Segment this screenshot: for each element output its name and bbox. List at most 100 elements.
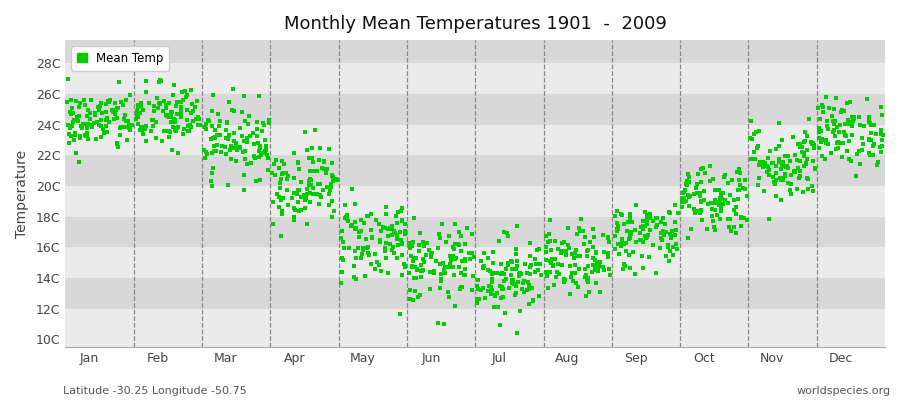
Point <box>610 227 625 234</box>
Point <box>807 165 822 172</box>
Point <box>144 128 158 134</box>
Point <box>756 164 770 171</box>
Point <box>510 330 525 336</box>
Point <box>94 117 108 124</box>
Point <box>225 107 239 113</box>
Point <box>798 161 813 168</box>
Point <box>627 270 642 277</box>
Point <box>804 138 818 145</box>
Point <box>118 112 132 118</box>
Point <box>462 250 476 256</box>
Point <box>347 263 362 269</box>
Point <box>390 236 404 242</box>
Point <box>65 123 79 130</box>
Point <box>843 98 858 105</box>
Point <box>861 150 876 156</box>
Point <box>407 215 421 221</box>
Point <box>476 262 491 269</box>
Point <box>448 256 463 262</box>
Point <box>769 193 783 199</box>
Point <box>657 232 671 238</box>
Point <box>272 204 286 210</box>
Point <box>756 160 770 166</box>
Point <box>799 160 814 167</box>
Point <box>164 114 178 120</box>
Point <box>287 216 302 223</box>
Point <box>619 248 634 254</box>
Point <box>253 145 267 152</box>
Point <box>511 273 526 280</box>
Point <box>76 120 90 127</box>
Point <box>378 225 392 231</box>
Point <box>447 246 462 252</box>
Point <box>694 207 708 214</box>
Point <box>580 277 594 283</box>
Point <box>762 216 777 223</box>
Point <box>360 245 374 252</box>
Point <box>614 243 628 250</box>
Point <box>618 263 633 269</box>
Point <box>508 251 523 258</box>
Point <box>137 124 151 130</box>
Point <box>676 190 690 196</box>
Point <box>392 311 407 318</box>
Point <box>99 108 113 115</box>
Point <box>60 98 75 105</box>
Point <box>418 258 432 265</box>
Point <box>329 177 344 184</box>
Point <box>171 99 185 106</box>
Point <box>492 282 507 289</box>
Point <box>766 159 780 166</box>
Point <box>103 97 117 103</box>
Point <box>827 121 842 128</box>
Point <box>295 194 310 200</box>
Point <box>732 187 746 193</box>
Point <box>405 263 419 270</box>
Point <box>365 235 380 241</box>
Point <box>845 123 859 130</box>
Point <box>240 139 255 145</box>
Point <box>860 96 874 102</box>
Point <box>420 240 435 246</box>
Point <box>85 122 99 128</box>
Point <box>746 131 760 137</box>
Point <box>615 212 629 218</box>
Point <box>106 109 121 115</box>
Point <box>220 136 235 142</box>
Point <box>256 120 270 126</box>
Point <box>495 286 509 292</box>
Point <box>294 206 309 213</box>
Point <box>675 195 689 202</box>
Point <box>72 113 86 119</box>
Point <box>111 144 125 150</box>
Point <box>383 225 398 231</box>
Point <box>493 260 508 267</box>
Point <box>352 234 366 240</box>
Point <box>650 215 664 221</box>
Point <box>433 285 447 291</box>
Point <box>504 272 518 278</box>
Point <box>824 150 838 156</box>
Point <box>168 103 183 110</box>
Point <box>378 248 392 254</box>
Point <box>238 117 252 124</box>
Point <box>169 99 184 105</box>
Point <box>770 177 784 184</box>
Point <box>519 287 534 294</box>
Point <box>414 268 428 274</box>
Point <box>752 182 766 188</box>
Point <box>740 193 754 200</box>
Point <box>767 179 781 185</box>
Point <box>345 222 359 228</box>
Point <box>336 257 350 263</box>
Point <box>107 100 122 106</box>
Point <box>873 144 887 150</box>
Point <box>665 228 680 234</box>
Point <box>781 153 796 160</box>
Point <box>662 231 677 238</box>
Point <box>61 122 76 129</box>
Point <box>812 129 826 135</box>
Bar <box>66 40 885 63</box>
Point <box>768 180 782 187</box>
Point <box>470 282 484 289</box>
